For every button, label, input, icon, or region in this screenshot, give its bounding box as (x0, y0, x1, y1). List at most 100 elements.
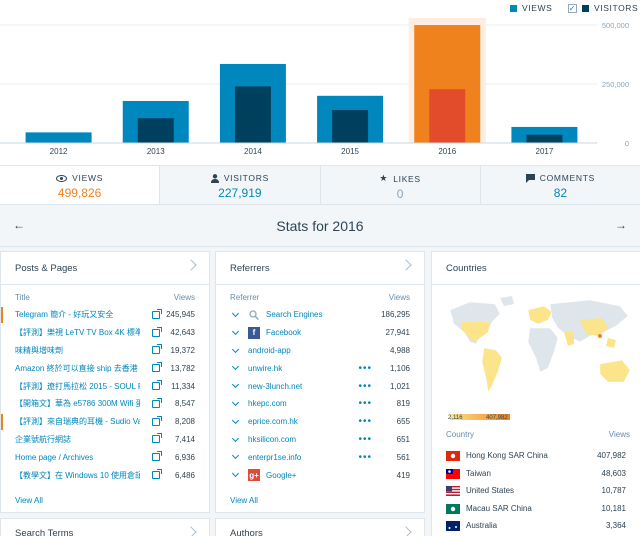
post-title[interactable]: Home page / Archives (15, 452, 94, 462)
bar-visitors-2017 (526, 134, 563, 143)
referrer-row[interactable]: Search Engines 186,295 (216, 306, 424, 324)
post-title[interactable]: 【教學文】在 Windows 10 使用倉頡 (15, 470, 140, 480)
tab-visitors[interactable]: VISITORS 227,919 (160, 166, 321, 204)
referrers-title: Referrers (230, 262, 270, 274)
referrers-view-all-link[interactable]: View All (230, 496, 258, 505)
external-link-icon[interactable] (152, 415, 162, 426)
row-highlight-bar (1, 307, 3, 323)
external-link-icon[interactable] (152, 326, 162, 337)
post-row[interactable]: 【評測】樂視 LeTV TV Box 4K 標準版 42,643 (1, 324, 209, 342)
referrer-name[interactable]: eprice.com.hk (248, 417, 298, 427)
referrer-row[interactable]: hksilicon.com ••• 651 (216, 431, 424, 449)
referrer-row[interactable]: g+ Google+ 419 (216, 466, 424, 484)
more-actions-icon[interactable]: ••• (358, 433, 372, 445)
external-link-icon[interactable] (152, 344, 162, 355)
post-views: 6,936 (174, 452, 195, 462)
post-row[interactable]: Home page / Archives 6,936 (1, 448, 209, 466)
post-title[interactable]: 【評測】來自瑞典的耳機 - Sudio Vasa (15, 417, 140, 427)
referrer-row[interactable]: f Facebook 27,941 (216, 324, 424, 342)
post-row[interactable]: 【評測】遼打馬拉松 2015 - SOUL Run 11,334 (1, 377, 209, 395)
post-row[interactable]: 味精與增味劑 19,372 (1, 342, 209, 360)
previous-period-arrow-icon[interactable]: ← (13, 218, 25, 232)
chevron-down-icon[interactable] (231, 398, 240, 407)
posts-view-all-link[interactable]: View All (15, 496, 43, 505)
legend-visitors[interactable]: ✓ VISITORS (568, 3, 638, 13)
referrer-name[interactable]: Search Engines (266, 310, 323, 320)
referrer-row[interactable]: unwire.hk ••• 1,106 (216, 359, 424, 377)
post-title[interactable]: 企業號航行網誌 (15, 434, 71, 444)
referrer-name[interactable]: android-app (248, 345, 291, 355)
referrer-views: 819 (396, 399, 410, 409)
post-title[interactable]: Amazon 終於可以直接 ship 去香港 (15, 363, 138, 373)
referrers-header[interactable]: Referrers (216, 252, 424, 285)
post-row[interactable]: Amazon 終於可以直接 ship 去香港 13,782 (1, 359, 209, 377)
chevron-down-icon[interactable] (231, 470, 240, 478)
external-link-icon[interactable] (152, 397, 162, 408)
posts-pages-header[interactable]: Posts & Pages (1, 252, 209, 285)
referrer-name[interactable]: unwire.hk (248, 363, 283, 373)
search-terms-title: Search Terms (15, 528, 74, 536)
referrer-name[interactable]: hksilicon.com (248, 434, 297, 444)
post-title[interactable]: 【開箱文】華為 e5786 300M Wifi 蛋 (15, 399, 140, 409)
post-title[interactable]: 【評測】遼打馬拉松 2015 - SOUL Run (15, 381, 140, 391)
post-row[interactable]: 【開箱文】華為 e5786 300M Wifi 蛋 8,547 (1, 395, 209, 413)
chevron-down-icon[interactable] (231, 363, 240, 371)
external-link-icon[interactable] (152, 308, 162, 319)
chevron-down-icon[interactable] (231, 309, 240, 318)
search-terms-header[interactable]: Search Terms (1, 519, 209, 536)
referrer-name[interactable]: enterpr1se.info (248, 452, 302, 462)
x-tick-label-2013: 2013 (147, 147, 165, 156)
post-title[interactable]: 【評測】樂視 LeTV TV Box 4K 標準版 (15, 328, 140, 338)
chevron-down-icon[interactable] (231, 345, 240, 353)
stats-tabs: VIEWS 499,826 VISITORS 227,919 ★ LIKES 0… (0, 165, 640, 205)
more-actions-icon[interactable]: ••• (358, 416, 372, 428)
referrer-name[interactable]: Facebook (266, 328, 302, 338)
legend-label-views: VIEWS (522, 3, 553, 13)
next-period-arrow-icon[interactable]: → (615, 218, 627, 232)
post-row[interactable]: 企業號航行網誌 7,414 (1, 431, 209, 449)
x-tick-label-2017: 2017 (536, 147, 554, 156)
chevron-down-icon[interactable] (231, 381, 240, 389)
referrer-views: 27,941 (385, 328, 410, 338)
tab-views[interactable]: VIEWS 499,826 (0, 166, 161, 204)
referrer-name[interactable]: Google+ (266, 470, 297, 480)
post-row[interactable]: 【評測】來自瑞典的耳機 - Sudio Vasa 8,208 (1, 413, 209, 431)
external-link-icon[interactable] (152, 469, 162, 480)
chevron-down-icon[interactable] (231, 327, 240, 335)
authors-header[interactable]: Authors (216, 519, 424, 536)
chevron-right-icon (400, 526, 412, 536)
referrer-row[interactable]: hkepc.com ••• 819 (216, 395, 424, 413)
more-actions-icon[interactable]: ••• (358, 451, 372, 463)
tab-comments-value: 82 (553, 186, 568, 200)
more-actions-icon[interactable]: ••• (358, 362, 372, 374)
period-navigation: ← Stats for 2016 → (0, 205, 640, 247)
chevron-down-icon[interactable] (231, 434, 240, 442)
tab-likes-value: 0 (396, 187, 404, 201)
external-link-icon[interactable] (152, 451, 162, 462)
referrer-name[interactable]: new-3lunch.net (248, 381, 303, 391)
post-title[interactable]: 味精與增味劑 (15, 345, 63, 355)
external-link-icon[interactable] (152, 362, 162, 373)
chevron-down-icon[interactable] (231, 452, 240, 460)
referrer-row[interactable]: android-app 4,988 (216, 342, 424, 360)
post-row[interactable]: Telegram 簡介 - 好玩又安全 245,945 (1, 306, 209, 324)
more-actions-icon[interactable]: ••• (358, 380, 372, 392)
countries-header[interactable]: Countries (432, 252, 640, 285)
visitors-checkbox[interactable]: ✓ (568, 3, 577, 13)
chevron-down-icon[interactable] (231, 416, 240, 424)
referrer-row[interactable]: enterpr1se.info ••• 561 (216, 448, 424, 466)
referrer-row[interactable]: new-3lunch.net ••• 1,021 (216, 377, 424, 395)
hong-kong-flag-icon (446, 451, 460, 461)
referrer-name[interactable]: hkepc.com (248, 399, 287, 409)
post-title[interactable]: Telegram 簡介 - 好玩又安全 (15, 310, 114, 320)
post-row[interactable]: 【教學文】在 Windows 10 使用倉頡 6,486 (1, 466, 209, 484)
tab-likes[interactable]: ★ LIKES 0 (320, 166, 481, 204)
referrers-list: Search Engines 186,295 f Facebook 27,941 andr… (216, 306, 424, 484)
y-tick-label: 250,000 (602, 80, 629, 89)
tab-comments[interactable]: COMMENTS 82 (480, 166, 640, 204)
more-actions-icon[interactable]: ••• (358, 398, 372, 410)
referrer-row[interactable]: eprice.com.hk ••• 655 (216, 413, 424, 431)
external-link-icon[interactable] (152, 433, 162, 444)
authors-card: Authors (215, 518, 425, 536)
external-link-icon[interactable] (152, 380, 162, 391)
